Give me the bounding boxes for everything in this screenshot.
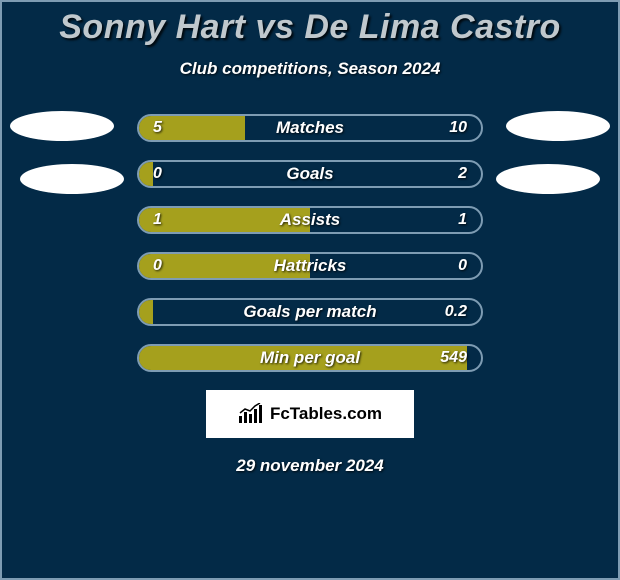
player2-photo-2 xyxy=(496,164,600,194)
bar-label: Min per goal xyxy=(139,348,481,368)
stat-bar: 0.2Goals per match xyxy=(137,298,483,326)
bars-container: 510Matches 02Goals 11Assists 00Hattricks 0.2… xyxy=(137,114,483,372)
stat-bar: 510Matches xyxy=(137,114,483,142)
bar-label: Goals xyxy=(139,164,481,184)
body-area: 510Matches 02Goals 11Assists 00Hattricks 0.2… xyxy=(2,114,618,372)
bar-label: Assists xyxy=(139,210,481,230)
comparison-infographic: Sonny Hart vs De Lima Castro Club compet… xyxy=(0,0,620,580)
bar-label: Matches xyxy=(139,118,481,138)
page-title: Sonny Hart vs De Lima Castro xyxy=(2,2,618,47)
stat-bar: 02Goals xyxy=(137,160,483,188)
brand-text: FcTables.com xyxy=(270,404,382,424)
player1-photo-2 xyxy=(20,164,124,194)
stat-bar: 549Min per goal xyxy=(137,344,483,372)
stat-bar: 00Hattricks xyxy=(137,252,483,280)
date-line: 29 november 2024 xyxy=(2,456,618,476)
subtitle: Club competitions, Season 2024 xyxy=(2,59,618,79)
brand-chart-icon xyxy=(238,403,264,425)
bar-label: Goals per match xyxy=(139,302,481,322)
stat-bar: 11Assists xyxy=(137,206,483,234)
bar-label: Hattricks xyxy=(139,256,481,276)
player1-photo-1 xyxy=(10,111,114,141)
player2-photo-1 xyxy=(506,111,610,141)
brand-box: FcTables.com xyxy=(206,390,414,438)
